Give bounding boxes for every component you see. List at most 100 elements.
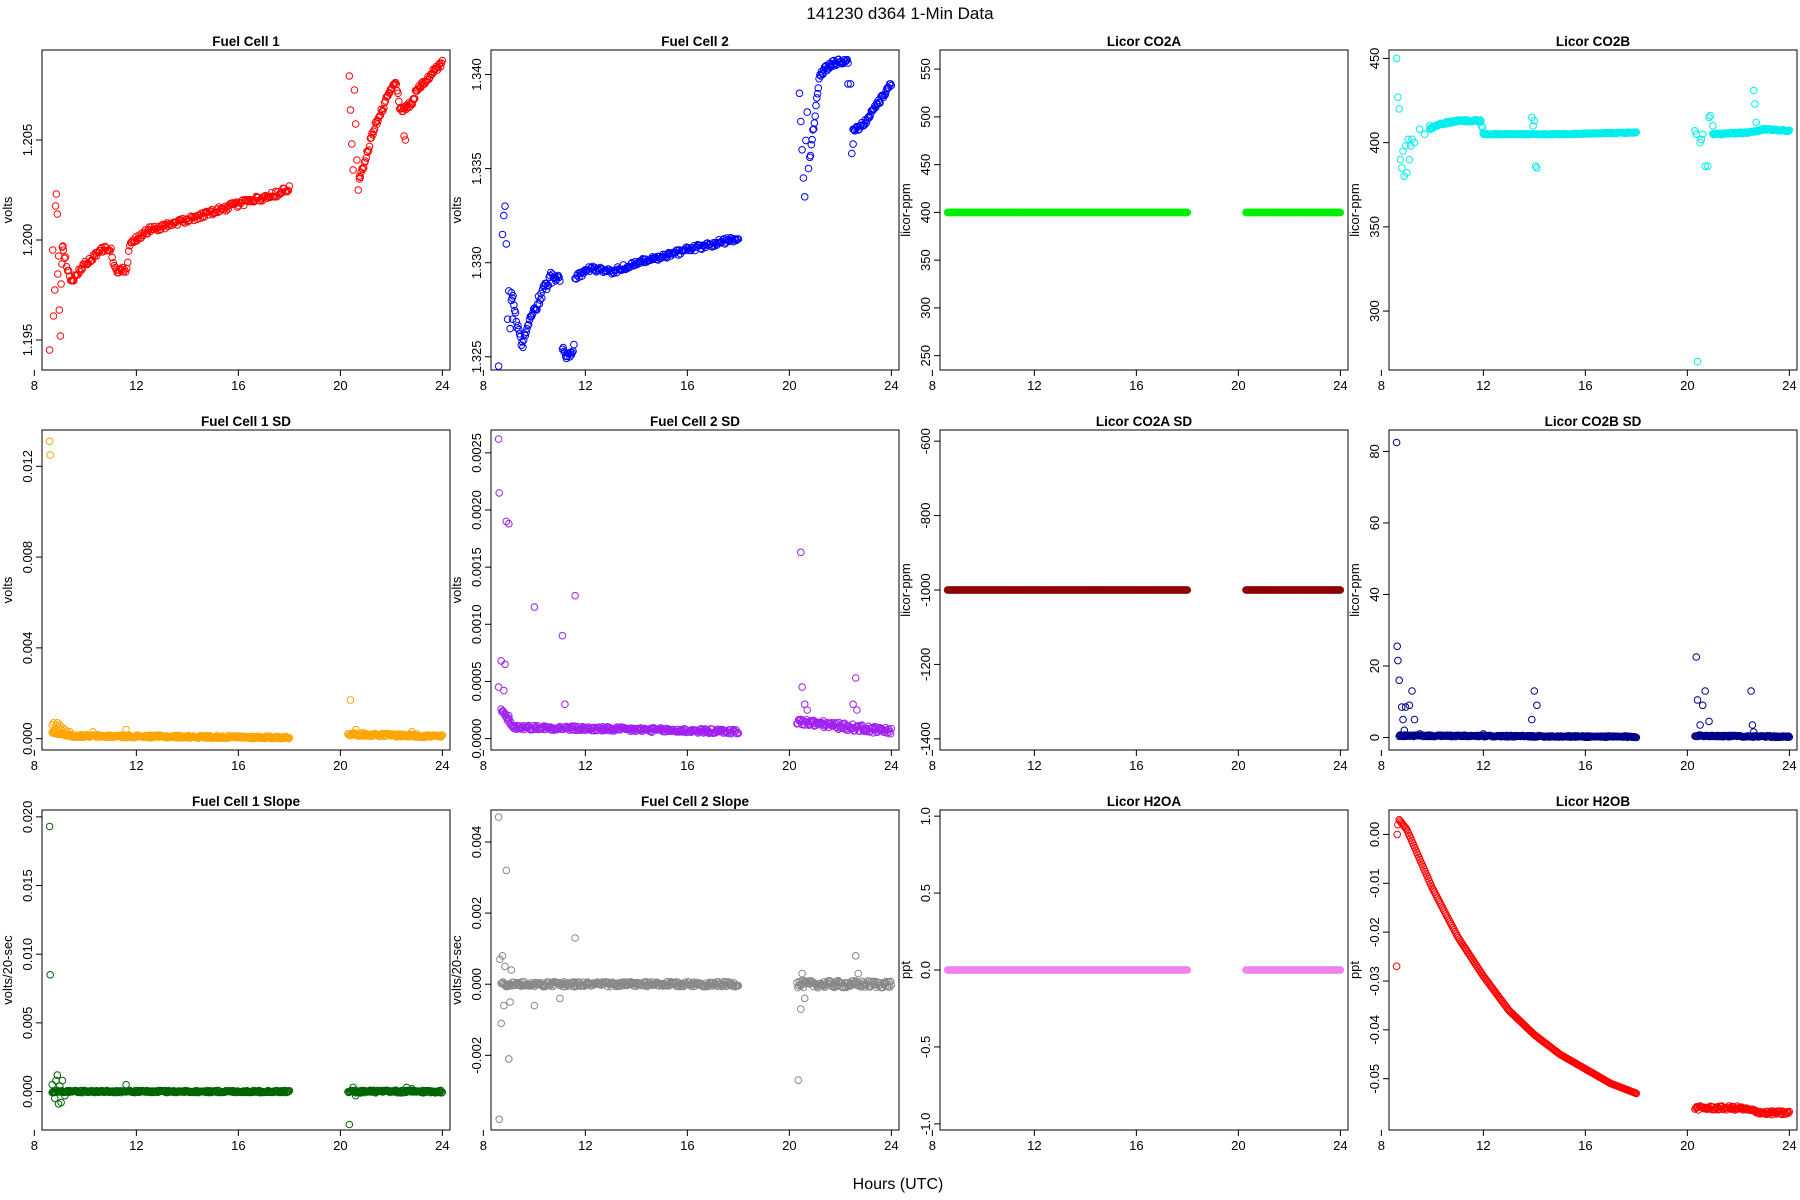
data-point: [1401, 703, 1410, 711]
data-point: [505, 1055, 513, 1063]
data-point: [502, 240, 511, 248]
x-tick-label: 8: [31, 758, 38, 773]
data-point: [45, 822, 54, 831]
data-point: [1410, 138, 1419, 147]
y-tick-label: 0.000: [20, 1075, 35, 1108]
y-axis-label: licor-ppm: [898, 183, 913, 236]
data-point: [734, 981, 743, 990]
x-tick-label: 8: [480, 378, 487, 393]
y-tick-label: 60: [1367, 516, 1382, 530]
data-point: [438, 731, 447, 739]
plot-frame: [490, 49, 900, 371]
y-tick-label: 0.005: [20, 1007, 35, 1040]
x-tick-label: 8: [929, 1138, 936, 1153]
data-point: [57, 1098, 65, 1107]
data-point: [502, 517, 511, 526]
data-points: [943, 208, 1345, 217]
data-point: [732, 236, 741, 245]
data-point: [798, 969, 806, 978]
data-point: [571, 591, 579, 600]
y-tick-label: 0.008: [20, 541, 35, 574]
x-tick-label: 20: [782, 758, 796, 773]
data-point: [438, 1088, 447, 1096]
data-point: [70, 277, 78, 285]
x-tick-label: 20: [782, 378, 796, 393]
x-tick-label: 16: [680, 758, 694, 773]
data-point: [376, 111, 385, 120]
data-point: [807, 140, 816, 149]
data-point: [803, 706, 812, 714]
data-point: [1403, 169, 1411, 177]
data-point: [51, 286, 59, 294]
data-points: [943, 586, 1345, 594]
data-point: [495, 489, 504, 497]
data-point: [518, 338, 526, 346]
x-tick-label: 12: [1027, 758, 1041, 773]
data-point: [570, 340, 578, 349]
x-tick-label: 24: [435, 758, 449, 773]
data-point: [1530, 116, 1539, 125]
data-point: [390, 80, 398, 89]
y-tick-label: 250: [918, 345, 933, 367]
panel-title: Fuel Cell 1 Slope: [192, 794, 301, 809]
panel-title: Licor CO2A: [1107, 34, 1182, 49]
data-point: [196, 214, 204, 223]
x-tick-label: 16: [1129, 378, 1143, 393]
data-point: [1632, 128, 1641, 136]
data-point: [394, 89, 402, 98]
data-point: [1529, 122, 1537, 130]
data-point: [345, 72, 354, 80]
data-point: [494, 813, 503, 821]
y-axis-label: licor-ppm: [1347, 563, 1362, 616]
data-point: [797, 715, 805, 724]
data-point: [1399, 715, 1407, 724]
data-point: [1696, 138, 1704, 147]
data-point: [507, 966, 516, 974]
data-points: [494, 55, 896, 371]
y-tick-label: 0.0010: [469, 604, 484, 644]
data-point: [108, 253, 116, 262]
y-tick-label: 350: [918, 249, 933, 271]
data-point: [795, 89, 804, 98]
x-tick-label: 16: [231, 1138, 245, 1153]
x-tick-label: 24: [1333, 758, 1347, 773]
data-point: [503, 315, 512, 324]
data-points: [494, 435, 896, 738]
data-point: [506, 324, 514, 333]
data-point: [1393, 642, 1401, 651]
plot-frame: [939, 49, 1349, 371]
x-tick-label: 20: [333, 378, 347, 393]
data-point: [395, 97, 403, 106]
x-tick-label: 16: [1129, 1138, 1143, 1153]
data-point: [799, 174, 808, 182]
panel-title: Fuel Cell 2 Slope: [641, 794, 750, 809]
data-point: [1785, 126, 1794, 135]
plot-frame: [490, 429, 900, 751]
data-point: [228, 199, 237, 207]
data-point: [819, 70, 827, 78]
data-point: [804, 164, 813, 173]
data-point: [374, 113, 383, 122]
data-point: [1415, 125, 1424, 133]
data-point: [52, 190, 61, 198]
data-point: [860, 121, 869, 129]
y-tick-label: -0.04: [1367, 1015, 1382, 1045]
data-point: [56, 721, 64, 729]
data-point: [265, 193, 274, 202]
data-point: [53, 210, 62, 218]
y-tick-label: 40: [1367, 587, 1382, 601]
x-tick-label: 12: [129, 758, 143, 773]
data-point: [510, 301, 518, 309]
data-point: [731, 235, 740, 243]
x-tick-label: 12: [1476, 758, 1490, 773]
data-point: [803, 108, 812, 116]
data-point: [1784, 732, 1793, 741]
data-point: [284, 1088, 292, 1096]
data-point: [1398, 703, 1406, 711]
data-point: [798, 683, 806, 691]
x-tick-label: 24: [1782, 378, 1796, 393]
data-point: [515, 325, 523, 334]
data-point: [61, 253, 70, 261]
data-point: [538, 285, 547, 294]
